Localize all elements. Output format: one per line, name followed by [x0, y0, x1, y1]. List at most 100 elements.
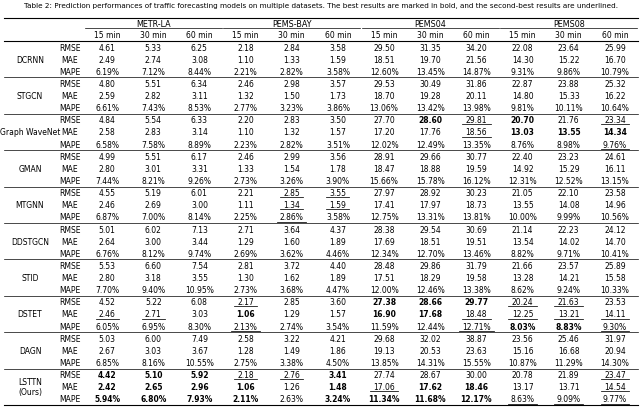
Text: 28.91: 28.91	[373, 153, 395, 162]
Text: 10.95%: 10.95%	[185, 285, 214, 294]
Text: 2.69: 2.69	[145, 201, 162, 210]
Text: 1.59: 1.59	[330, 201, 346, 210]
Text: 7.13: 7.13	[191, 225, 208, 234]
Text: 2.59: 2.59	[99, 92, 116, 101]
Text: 23.88: 23.88	[558, 80, 579, 89]
Text: 25.32: 25.32	[604, 80, 626, 89]
Text: 3.00: 3.00	[145, 237, 162, 246]
Text: 14.30: 14.30	[512, 56, 534, 65]
Text: 3.64: 3.64	[284, 225, 300, 234]
Text: 13.38%: 13.38%	[462, 285, 491, 294]
Text: 3.86%: 3.86%	[326, 104, 350, 113]
Text: 22.10: 22.10	[558, 189, 579, 198]
Text: 22.23: 22.23	[558, 225, 579, 234]
Text: 2.17: 2.17	[237, 298, 254, 307]
Text: MAE: MAE	[61, 382, 78, 391]
Text: 2.63%: 2.63%	[280, 394, 304, 403]
Text: 16.68: 16.68	[558, 346, 580, 355]
Text: 16.11: 16.11	[604, 164, 626, 173]
Text: 3.58%: 3.58%	[326, 213, 350, 222]
Text: MAPE: MAPE	[60, 322, 81, 331]
Text: 9.99%: 9.99%	[557, 213, 581, 222]
Text: 1.33: 1.33	[237, 164, 254, 173]
Text: 30 min: 30 min	[417, 31, 444, 40]
Text: 6.61%: 6.61%	[95, 104, 119, 113]
Text: 22.08: 22.08	[512, 43, 533, 52]
Text: 20.24: 20.24	[512, 298, 533, 307]
Text: 30.23: 30.23	[465, 189, 487, 198]
Text: 20.78: 20.78	[512, 370, 533, 379]
Text: DDSTGCN: DDSTGCN	[11, 237, 49, 246]
Text: 3.41: 3.41	[328, 370, 348, 379]
Text: 2.49: 2.49	[99, 56, 116, 65]
Text: 7.54: 7.54	[191, 261, 208, 270]
Text: 14.92: 14.92	[512, 164, 533, 173]
Text: 27.38: 27.38	[372, 298, 396, 307]
Text: 2.84: 2.84	[284, 43, 300, 52]
Text: 25.46: 25.46	[558, 334, 580, 343]
Text: 7.49: 7.49	[191, 334, 208, 343]
Text: 9.09%: 9.09%	[557, 394, 581, 403]
Text: 4.84: 4.84	[99, 116, 116, 125]
Text: Graph WaveNet: Graph WaveNet	[0, 128, 60, 137]
Text: 7.70%: 7.70%	[95, 285, 119, 294]
Text: 3.56: 3.56	[330, 153, 346, 162]
Text: 25.99: 25.99	[604, 43, 626, 52]
Text: 23.57: 23.57	[558, 261, 580, 270]
Text: 2.58: 2.58	[237, 334, 254, 343]
Text: 3.03: 3.03	[191, 310, 208, 319]
Text: 23.58: 23.58	[604, 189, 626, 198]
Text: 2.76: 2.76	[284, 370, 300, 379]
Text: 23.47: 23.47	[604, 370, 626, 379]
Text: 2.11%: 2.11%	[232, 394, 259, 403]
Text: 2.73%: 2.73%	[234, 285, 257, 294]
Text: 24.12: 24.12	[604, 225, 626, 234]
Text: 4.61: 4.61	[99, 43, 116, 52]
Text: MAE: MAE	[61, 237, 78, 246]
Text: 14.31%: 14.31%	[416, 358, 445, 367]
Text: 1.30: 1.30	[237, 274, 254, 282]
Text: 23.34: 23.34	[604, 116, 626, 125]
Text: 15 min: 15 min	[94, 31, 120, 40]
Text: 2.82%: 2.82%	[280, 140, 303, 149]
Text: 2.67: 2.67	[99, 346, 116, 355]
Text: MAE: MAE	[61, 164, 78, 173]
Text: 2.83: 2.83	[284, 116, 300, 125]
Text: 8.14%: 8.14%	[188, 213, 211, 222]
Text: 9.31%: 9.31%	[511, 67, 534, 76]
Text: 28.92: 28.92	[419, 189, 441, 198]
Text: 3.90%: 3.90%	[326, 177, 350, 186]
Text: 3.58: 3.58	[330, 43, 346, 52]
Text: 29.81: 29.81	[466, 116, 487, 125]
Text: 2.74%: 2.74%	[280, 322, 304, 331]
Text: 16.90: 16.90	[372, 310, 396, 319]
Text: 23.63: 23.63	[465, 346, 487, 355]
Text: MAE: MAE	[61, 274, 78, 282]
Text: 2.99: 2.99	[284, 153, 300, 162]
Text: 20.11: 20.11	[466, 92, 487, 101]
Text: 3.62%: 3.62%	[280, 249, 304, 258]
Text: 3.67: 3.67	[191, 346, 208, 355]
Text: 21.66: 21.66	[512, 261, 533, 270]
Text: 17.68: 17.68	[418, 310, 442, 319]
Text: 5.01: 5.01	[99, 225, 116, 234]
Text: 15.58: 15.58	[604, 274, 626, 282]
Text: 9.81%: 9.81%	[511, 104, 534, 113]
Text: 13.71: 13.71	[558, 382, 580, 391]
Text: 30.77: 30.77	[465, 153, 487, 162]
Text: 9.86%: 9.86%	[557, 67, 580, 76]
Text: MAE: MAE	[61, 201, 78, 210]
Text: 8.76%: 8.76%	[511, 140, 534, 149]
Text: 4.21: 4.21	[330, 334, 346, 343]
Text: 3.55: 3.55	[191, 274, 208, 282]
Text: 1.10: 1.10	[237, 128, 254, 137]
Text: 6.08: 6.08	[191, 298, 208, 307]
Text: 16.12%: 16.12%	[462, 177, 491, 186]
Text: 6.87%: 6.87%	[95, 213, 119, 222]
Text: 19.51: 19.51	[466, 237, 487, 246]
Text: 10.33%: 10.33%	[600, 285, 629, 294]
Text: 10.11%: 10.11%	[554, 104, 583, 113]
Text: 4.40: 4.40	[330, 261, 346, 270]
Text: 2.82%: 2.82%	[280, 67, 303, 76]
Text: 9.26%: 9.26%	[188, 177, 211, 186]
